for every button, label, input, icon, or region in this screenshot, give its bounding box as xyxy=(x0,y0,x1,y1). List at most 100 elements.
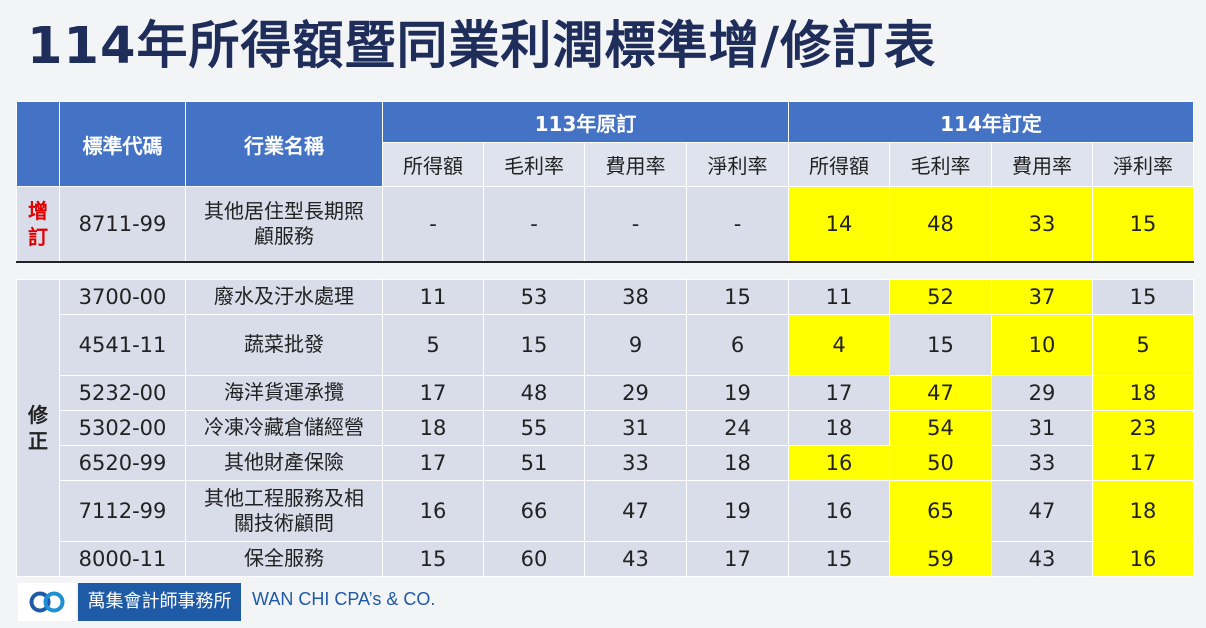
value-113-0: 11 xyxy=(382,278,484,315)
row-industry-name: 其他工程服務及相 關技術顧問 xyxy=(185,479,383,542)
value-113-3: 17 xyxy=(686,540,789,577)
table-row: 5232-00 海洋貨運承攬 17 48 29 19 17 47 29 18 xyxy=(17,374,1194,411)
value-114-0: 14 xyxy=(788,186,890,263)
value-114-2: 10 xyxy=(991,313,1093,376)
subheader-114-0: 所得額 xyxy=(788,142,890,187)
value-113-1: 15 xyxy=(483,313,585,376)
table-row: 4541-11 蔬菜批發 5 15 9 6 4 15 10 5 xyxy=(17,313,1194,376)
value-113-3: 18 xyxy=(686,444,789,481)
firm-logo xyxy=(18,583,76,621)
value-114-3: 15 xyxy=(1092,186,1194,263)
chain-link-icon xyxy=(29,591,65,613)
value-114-2: 47 xyxy=(991,479,1093,542)
value-113-2: 31 xyxy=(584,409,687,446)
value-114-0: 18 xyxy=(788,409,890,446)
row-code: 8711-99 xyxy=(59,186,186,263)
subheader-113-2: 費用率 xyxy=(584,142,687,187)
value-114-0: 11 xyxy=(788,278,890,315)
subheader-114-2: 費用率 xyxy=(991,142,1093,187)
value-113-1: 48 xyxy=(483,374,585,411)
section-label-revised: 修正 xyxy=(16,278,60,577)
value-113-1: 51 xyxy=(483,444,585,481)
row-industry-name: 其他居住型長期照 顧服務 xyxy=(185,186,383,263)
value-114-3: 18 xyxy=(1092,374,1194,411)
footer: 萬集會計師事務所 WAN CHI CPA’s & CO. xyxy=(18,583,1206,623)
subheader-114-1: 毛利率 xyxy=(889,142,992,187)
value-113-0: 18 xyxy=(382,409,484,446)
header-code: 標準代碼 xyxy=(59,101,186,187)
row-industry-name: 其他財產保險 xyxy=(185,444,383,481)
value-113-1: - xyxy=(483,186,585,263)
subheader-113-3: 淨利率 xyxy=(686,142,789,187)
value-114-2: 33 xyxy=(991,186,1093,263)
subheader-114-3: 淨利率 xyxy=(1092,142,1194,187)
value-113-0: - xyxy=(382,186,484,263)
table-row: 修正 3700-00 廢水及汙水處理 11 53 38 15 11 52 37 15 xyxy=(16,278,1194,577)
page-title: 114年所得額暨同業利潤標準增/修訂表 xyxy=(27,17,937,76)
row-code: 6520-99 xyxy=(59,444,186,481)
value-113-0: 15 xyxy=(382,540,484,577)
value-114-1: 59 xyxy=(889,540,992,577)
row-code: 8000-11 xyxy=(59,540,186,577)
value-114-1: 52 xyxy=(889,278,992,315)
value-113-1: 60 xyxy=(483,540,585,577)
header-industry: 行業名稱 xyxy=(185,101,383,187)
value-113-0: 16 xyxy=(382,479,484,542)
value-113-2: 47 xyxy=(584,479,687,542)
value-113-0: 5 xyxy=(382,313,484,376)
subheader-113-0: 所得額 xyxy=(382,142,484,187)
corner-cell xyxy=(16,101,60,187)
row-industry-name: 廢水及汙水處理 xyxy=(185,278,383,315)
value-114-3: 23 xyxy=(1092,409,1194,446)
subheader-113-1: 毛利率 xyxy=(483,142,585,187)
value-113-1: 66 xyxy=(483,479,585,542)
value-113-2: - xyxy=(584,186,687,263)
row-industry-name: 保全服務 xyxy=(185,540,383,577)
value-114-0: 15 xyxy=(788,540,890,577)
value-114-1: 65 xyxy=(889,479,992,542)
value-113-3: 19 xyxy=(686,374,789,411)
row-industry-name: 蔬菜批發 xyxy=(185,313,383,376)
row-code: 7112-99 xyxy=(59,479,186,542)
firm-name-zh: 萬集會計師事務所 xyxy=(78,583,241,621)
table-row: 8000-11 保全服務 15 60 43 17 15 59 43 16 xyxy=(17,540,1194,577)
value-114-3: 5 xyxy=(1092,313,1194,376)
value-114-1: 50 xyxy=(889,444,992,481)
table-row: 5302-00 冷凍冷藏倉儲經營 18 55 31 24 18 54 31 23 xyxy=(17,409,1194,446)
subheader-row: 所得額 毛利率 費用率 淨利率 所得額 毛利率 費用率 淨利率 xyxy=(17,142,1194,187)
value-114-2: 29 xyxy=(991,374,1093,411)
table-gap xyxy=(16,261,1194,280)
value-113-1: 53 xyxy=(483,278,585,315)
value-113-3: 24 xyxy=(686,409,789,446)
value-114-1: 47 xyxy=(889,374,992,411)
value-114-0: 17 xyxy=(788,374,890,411)
value-113-3: 6 xyxy=(686,313,789,376)
value-114-1: 15 xyxy=(889,313,992,376)
header-group-114: 114年訂定 xyxy=(788,101,1194,143)
firm-name-en: WAN CHI CPA’s & CO. xyxy=(252,589,436,609)
value-114-3: 15 xyxy=(1092,278,1194,315)
row-code: 3700-00 xyxy=(59,278,186,315)
value-113-0: 17 xyxy=(382,374,484,411)
value-114-3: 17 xyxy=(1092,444,1194,481)
value-113-0: 17 xyxy=(382,444,484,481)
value-113-3: 19 xyxy=(686,479,789,542)
value-114-0: 16 xyxy=(788,444,890,481)
value-113-2: 38 xyxy=(584,278,687,315)
value-114-3: 18 xyxy=(1092,479,1194,542)
table-row: 7112-99 其他工程服務及相 關技術顧問 16 66 47 19 16 65 47 18 xyxy=(17,479,1194,542)
value-114-0: 16 xyxy=(788,479,890,542)
income-standard-table: 標準代碼 行業名稱 113年原訂 114年訂定 所得額 毛利率 費用率 淨利率 所得額毛… xyxy=(16,101,1194,577)
value-114-0: 4 xyxy=(788,313,890,376)
header-group-113: 113年原訂 xyxy=(382,101,789,143)
gap-cell xyxy=(16,261,1194,280)
table-row: 6520-99 其他財產保險 17 51 33 18 16 50 33 17 xyxy=(17,444,1194,481)
value-114-2: 43 xyxy=(991,540,1093,577)
value-114-2: 33 xyxy=(991,444,1093,481)
value-113-3: - xyxy=(686,186,789,263)
value-114-2: 37 xyxy=(991,278,1093,315)
value-114-3: 16 xyxy=(1092,540,1194,577)
row-code: 5302-00 xyxy=(59,409,186,446)
value-113-2: 43 xyxy=(584,540,687,577)
section-label-added: 增訂 xyxy=(16,186,60,263)
